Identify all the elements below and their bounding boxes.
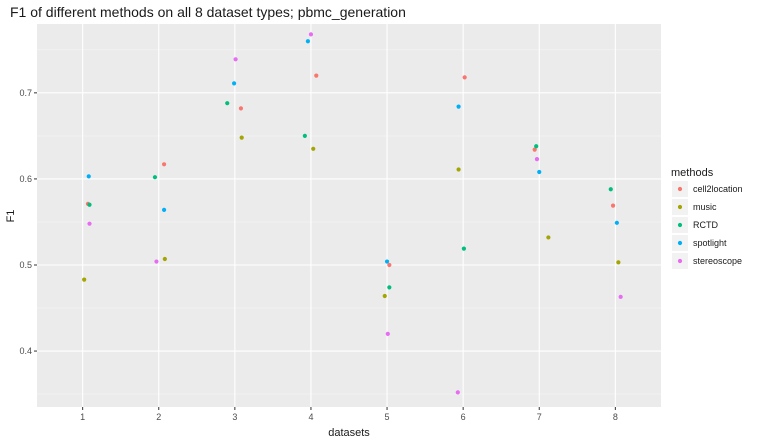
point-cell2location xyxy=(238,106,244,111)
legend-marker-music xyxy=(677,204,683,210)
legend-marker-rctd xyxy=(677,222,683,228)
point-spotlight xyxy=(231,81,237,86)
plot-panel xyxy=(37,24,661,407)
x-tick-label: 7 xyxy=(537,412,542,422)
point-cell2location xyxy=(610,203,616,208)
point-stereoscope xyxy=(455,390,460,395)
x-tick-label: 1 xyxy=(80,412,85,422)
legend-label-stereoscope: stereoscope xyxy=(693,256,742,266)
point-cell2location xyxy=(314,73,319,78)
x-tick-label: 3 xyxy=(232,412,237,422)
x-tick-label: 4 xyxy=(308,412,313,422)
point-stereoscope xyxy=(154,259,159,264)
point-cell2location xyxy=(462,75,467,80)
point-rctd xyxy=(534,144,539,149)
y-tick-label: 0.5 xyxy=(19,260,32,270)
legend-label-cell2location: cell2location xyxy=(693,184,743,194)
point-rctd xyxy=(461,246,467,251)
point-stereoscope xyxy=(534,157,540,162)
legend-label-spotlight: spotlight xyxy=(693,238,727,248)
x-tick-label: 2 xyxy=(156,412,161,422)
y-axis: 0.4 0.5 0.6 0.7 xyxy=(19,88,37,356)
legend-marker-stereoscope xyxy=(677,258,683,264)
y-tick-label: 0.6 xyxy=(19,174,32,184)
point-rctd xyxy=(225,101,230,106)
point-music xyxy=(239,135,244,140)
x-tick-label: 6 xyxy=(461,412,466,422)
point-music xyxy=(311,146,316,151)
point-cell2location xyxy=(532,147,537,152)
point-stereoscope xyxy=(618,294,623,299)
point-cell2location xyxy=(387,262,392,268)
point-rctd xyxy=(608,187,613,192)
point-stereoscope xyxy=(385,331,390,336)
point-rctd xyxy=(87,202,92,207)
legend-label-music: music xyxy=(693,202,717,212)
point-stereoscope xyxy=(87,221,92,226)
legend-title: methods xyxy=(671,167,714,179)
data-points xyxy=(82,32,623,395)
legend-marker-cell2location xyxy=(677,186,683,192)
point-spotlight xyxy=(456,104,461,109)
point-rctd xyxy=(152,175,158,180)
grid xyxy=(37,24,661,407)
point-music xyxy=(546,235,551,240)
point-music xyxy=(616,260,621,265)
legend-marker-spotlight xyxy=(677,240,683,246)
point-music xyxy=(162,256,167,262)
x-tick-label: 8 xyxy=(613,412,618,422)
point-stereoscope xyxy=(308,32,314,37)
point-spotlight xyxy=(305,39,311,44)
point-spotlight xyxy=(537,169,542,175)
point-rctd xyxy=(387,285,392,290)
chart-title: F1 of different methods on all 8 dataset… xyxy=(10,4,406,20)
point-music xyxy=(382,293,387,299)
x-axis: 1 2 3 4 5 6 7 8 xyxy=(80,407,618,422)
legend-label-rctd: RCTD xyxy=(693,220,718,230)
point-stereoscope xyxy=(233,57,238,62)
x-axis-title: datasets xyxy=(328,427,370,439)
point-spotlight xyxy=(614,220,619,225)
point-rctd xyxy=(302,133,307,138)
point-cell2location xyxy=(161,162,167,167)
y-axis-title: F1 xyxy=(5,210,17,223)
point-music xyxy=(82,277,87,282)
point-spotlight xyxy=(86,174,91,179)
point-spotlight xyxy=(384,259,390,264)
point-spotlight xyxy=(161,207,167,213)
y-tick-label: 0.4 xyxy=(19,346,32,356)
x-tick-label: 5 xyxy=(385,412,390,422)
y-tick-label: 0.7 xyxy=(19,88,32,98)
legend: methods cell2location music RCTD spotlight s… xyxy=(671,167,743,269)
point-music xyxy=(456,167,461,172)
